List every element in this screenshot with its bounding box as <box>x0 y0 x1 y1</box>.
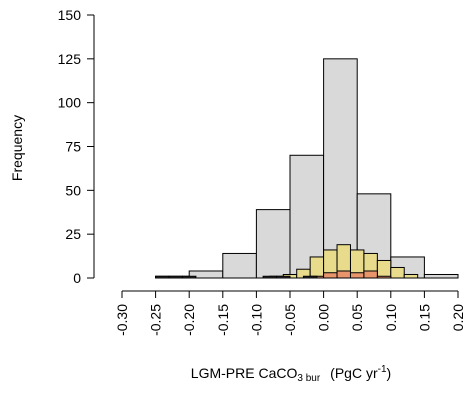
histogram-bar-series-3-bin-0 <box>155 275 170 279</box>
histogram-bar-series-1-bin-10 <box>403 273 419 279</box>
x-axis-title-units-superscript: -1 <box>378 364 387 375</box>
x-axis: -0.30 -0.25 -0.20 -0.15 -0.10 -0.05 0.00 0.05 0.… <box>114 290 464 336</box>
histogram-bar-series-0-bin-5 <box>323 58 358 279</box>
histogram-bar-series-0-bin-8 <box>423 273 459 279</box>
x-tick-label: 0.00 <box>316 304 332 331</box>
x-axis-title-units: (PgC yr <box>330 365 378 381</box>
x-tick-label: -0.15 <box>215 304 231 336</box>
x-axis-title-main: LGM-PRE CaCO <box>191 365 298 381</box>
y-tick-label: 50 <box>65 182 81 198</box>
x-axis-title: LGM-PRE CaCO3 bur (PgC yr-1) <box>191 364 391 384</box>
histogram-bar-series-2-bin-3 <box>349 272 365 279</box>
histogram-bars <box>155 58 459 279</box>
histogram-bar-series-2-bin-5 <box>376 275 392 279</box>
x-tick-label: 0.05 <box>349 304 365 331</box>
histogram-bar-series-3-bin-5 <box>302 275 318 279</box>
y-tick-label: 25 <box>65 226 81 242</box>
y-tick-label: 100 <box>58 95 82 111</box>
x-tick-label: 0.20 <box>450 304 464 331</box>
x-tick-label: 0.15 <box>416 304 432 331</box>
histogram-bar-series-2-bin-1 <box>323 272 338 279</box>
y-tick-label: 0 <box>73 270 81 286</box>
x-tick-label: -0.25 <box>148 304 164 336</box>
histogram-bar-series-2-bin-2 <box>336 270 351 279</box>
x-tick-label: -0.20 <box>181 304 197 336</box>
histogram-bar-series-3-bin-1 <box>168 275 183 279</box>
histogram-bar-series-0-bin-2 <box>222 252 257 279</box>
x-tick-label: -0.10 <box>248 304 264 336</box>
histogram-bar-series-1-bin-9 <box>390 266 405 279</box>
histogram-bar-series-3-bin-3 <box>262 275 278 279</box>
y-axis: 0 25 50 75 100 125 150 <box>58 7 95 286</box>
histogram-bar-series-3-bin-4 <box>276 275 291 279</box>
y-tick-label: 125 <box>58 51 82 67</box>
histogram-bar-series-0-bin-3 <box>255 209 291 279</box>
x-tick-label: -0.30 <box>114 304 130 336</box>
y-tick-label: 150 <box>58 7 82 23</box>
x-axis-title-subscript: 3 bur <box>297 373 320 384</box>
histogram-bar-series-2-bin-4 <box>363 270 378 279</box>
x-axis-title-units-close: ) <box>387 365 392 381</box>
histogram-bar-series-3-bin-2 <box>181 275 197 279</box>
y-tick-label: 75 <box>65 139 81 155</box>
histogram-bar-series-1-bin-8 <box>376 259 392 279</box>
histogram-bar-series-1-bin-3 <box>309 256 325 279</box>
x-tick-label: -0.05 <box>282 304 298 336</box>
y-axis-title: Frequency <box>9 115 25 181</box>
x-tick-label: 0.10 <box>383 304 399 331</box>
